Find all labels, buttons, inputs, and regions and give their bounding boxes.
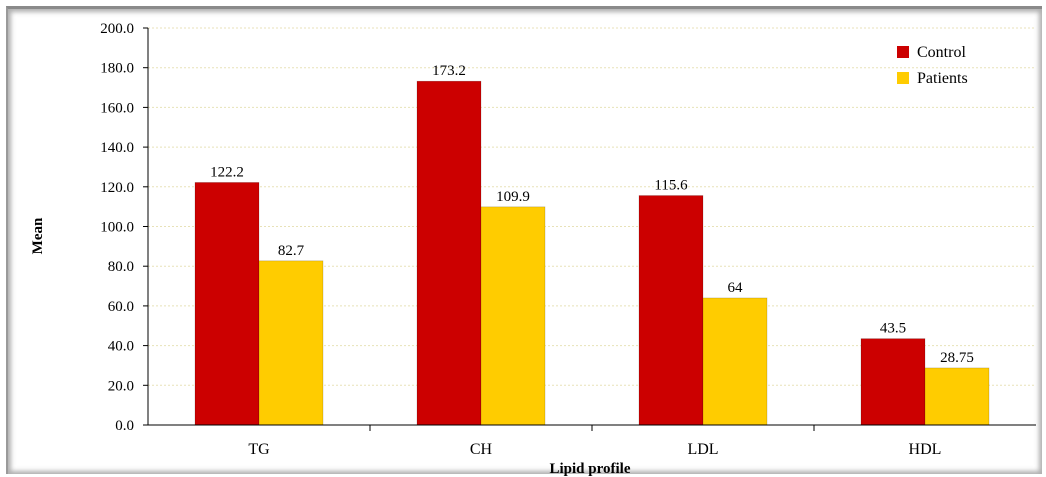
y-axis-title: Mean bbox=[30, 217, 46, 254]
legend-swatch-patients bbox=[897, 72, 909, 84]
y-tick-label: 140.0 bbox=[100, 140, 134, 156]
x-category-label: HDL bbox=[909, 441, 942, 458]
y-tick-label: 40.0 bbox=[108, 339, 134, 355]
bar-control-tg bbox=[194, 182, 260, 426]
bar-patients-ch bbox=[480, 206, 546, 426]
data-label: 64 bbox=[728, 280, 744, 296]
value-labels: 122.2 82.7 173.2 109.9 115.6 64 43.5 28.75 bbox=[210, 63, 974, 366]
axes bbox=[143, 27, 1036, 431]
x-axis-title: Lipid profile bbox=[550, 461, 631, 477]
bar-patients-ldl bbox=[702, 297, 768, 426]
x-category-label: LDL bbox=[687, 441, 718, 458]
bar-control-ch bbox=[416, 80, 482, 426]
x-category-labels: TG CH LDL HDL bbox=[248, 441, 941, 458]
legend: Control Patients bbox=[897, 44, 968, 87]
data-label: 43.5 bbox=[880, 321, 906, 337]
data-label: 173.2 bbox=[432, 63, 466, 79]
legend-label-patients: Patients bbox=[917, 70, 968, 87]
legend-swatch-control bbox=[897, 46, 909, 58]
y-tick-label: 80.0 bbox=[108, 259, 134, 275]
bar-control-ldl bbox=[638, 195, 704, 426]
bar-patients-hdl bbox=[924, 367, 990, 426]
y-tick-label: 100.0 bbox=[100, 220, 134, 236]
x-category-label: TG bbox=[248, 441, 270, 458]
bar-patients-tg bbox=[258, 260, 324, 426]
data-label: 109.9 bbox=[496, 189, 530, 205]
data-label: 82.7 bbox=[278, 243, 305, 259]
y-tick-label: 60.0 bbox=[108, 299, 134, 315]
y-tick-label: 20.0 bbox=[108, 378, 134, 394]
x-category-label: CH bbox=[470, 441, 493, 458]
y-tick-labels: 0.0 20.0 40.0 60.0 80.0 100.0 120.0 140.0 160.0 1… bbox=[100, 21, 134, 434]
y-tick-label: 180.0 bbox=[100, 61, 134, 77]
legend-label-control: Control bbox=[917, 44, 966, 61]
data-label: 122.2 bbox=[210, 164, 244, 180]
y-tick-label: 160.0 bbox=[100, 100, 134, 116]
y-tick-label: 200.0 bbox=[100, 21, 134, 37]
y-tick-label: 0.0 bbox=[115, 418, 134, 434]
bars bbox=[194, 80, 990, 426]
bar-control-hdl bbox=[860, 338, 926, 426]
y-tick-label: 120.0 bbox=[100, 180, 134, 196]
data-label: 115.6 bbox=[654, 178, 688, 194]
data-label: 28.75 bbox=[940, 350, 974, 366]
